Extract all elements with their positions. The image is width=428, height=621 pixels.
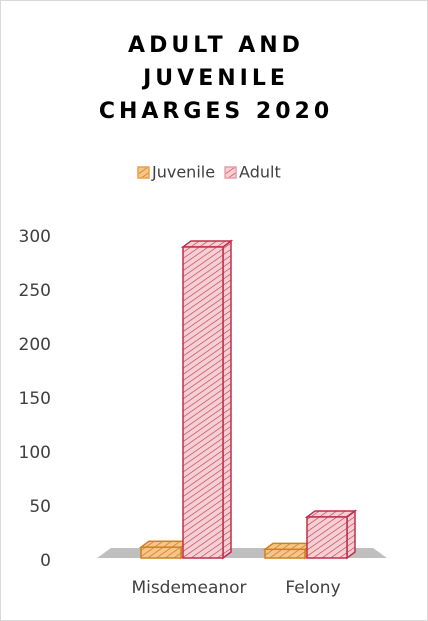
y-tick-label: 300: [19, 227, 51, 247]
bar-front: [306, 516, 348, 559]
bar: [138, 539, 192, 560]
bar-top: [138, 540, 192, 548]
y-tick-label: 150: [19, 389, 51, 409]
y-tick-label: 100: [19, 443, 51, 463]
bar-top: [304, 510, 358, 518]
bar-front: [264, 548, 306, 559]
legend-swatch: [137, 166, 150, 179]
bar-front: [140, 546, 182, 559]
y-tick-label: 250: [19, 281, 51, 301]
y-tick-label: 200: [19, 335, 51, 355]
bar: [262, 541, 316, 560]
chart-title: ADULT AND JUVENILE CHARGES 2020: [98, 33, 334, 124]
x-tick-label: Felony: [285, 578, 340, 598]
y-tick-label: 50: [29, 497, 51, 517]
x-tick-label: Misdemeanor: [131, 578, 246, 598]
bar-top: [262, 542, 316, 551]
bar-front: [182, 246, 224, 559]
bar: [304, 509, 358, 560]
bar-side: [346, 509, 356, 560]
legend-label: Adult: [239, 163, 281, 182]
bar: [180, 239, 234, 560]
y-tick-label: 0: [40, 551, 51, 571]
bar-top: [180, 240, 234, 248]
legend-swatch: [224, 166, 237, 179]
legend-label: Juvenile: [151, 163, 215, 182]
bar-side: [222, 239, 232, 560]
